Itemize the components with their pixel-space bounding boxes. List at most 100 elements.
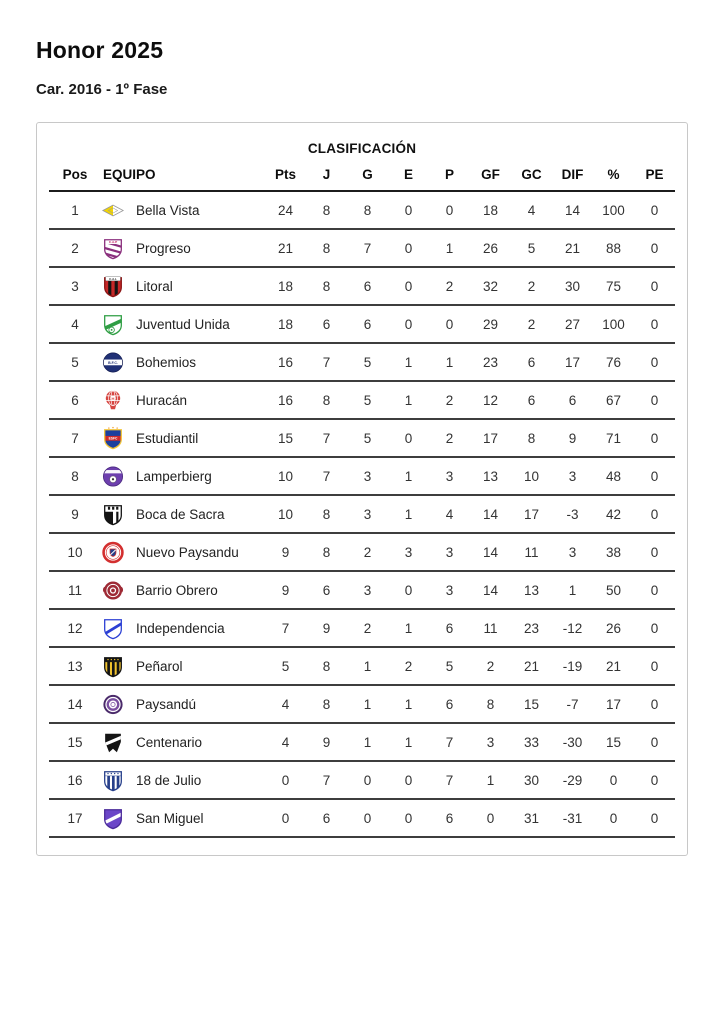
- team-cell: Paysandú: [101, 685, 265, 724]
- stat-cell-gf: 13: [470, 457, 511, 496]
- stat-cell-g: 1: [347, 723, 388, 762]
- stat-cell-g: 5: [347, 419, 388, 458]
- stat-cell-g: 5: [347, 381, 388, 420]
- stat-cell-gf: 14: [470, 571, 511, 610]
- stat-cell-pts: 0: [265, 799, 306, 838]
- stat-cell-dif: 21: [552, 229, 593, 268]
- pos-cell: 17: [49, 799, 101, 838]
- stat-cell-pct: 100: [593, 305, 634, 344]
- stat-cell-gf: 14: [470, 495, 511, 534]
- svg-text:H: H: [112, 395, 115, 400]
- stat-cell-j: 7: [306, 419, 347, 458]
- stat-cell-pct: 100: [593, 191, 634, 230]
- standings-table: Pos EQUIPO Pts J G E P GF GC DIF % PE 1: [49, 158, 675, 838]
- stat-cell-gc: 33: [511, 723, 552, 762]
- col-header-j: J: [306, 158, 347, 192]
- team-name: Lamperbierg: [136, 468, 212, 484]
- stat-cell-g: 1: [347, 647, 388, 686]
- pos-cell: 5: [49, 343, 101, 382]
- stat-cell-pct: 76: [593, 343, 634, 382]
- team-cell: 18 de Julio: [101, 761, 265, 800]
- pos-cell: 9: [49, 495, 101, 534]
- stat-cell-pts: 15: [265, 419, 306, 458]
- stat-cell-pct: 67: [593, 381, 634, 420]
- team-cell: ESFC Estudiantil: [101, 419, 265, 458]
- stat-cell-pct: 0: [593, 761, 634, 800]
- table-row: 12 Independencia 7 9 2 1 6 11 23 -12 26 …: [49, 609, 675, 648]
- stat-cell-e: 3: [388, 533, 429, 572]
- stat-cell-e: 1: [388, 495, 429, 534]
- stat-cell-dif: 17: [552, 343, 593, 382]
- nuevo-paysandu-crest-icon: [101, 540, 125, 565]
- team-name: Barrio Obrero: [136, 582, 218, 598]
- team-name: Boca de Sacra: [136, 506, 225, 522]
- juventud-unida-crest-icon: [101, 312, 125, 337]
- team-name: Bella Vista: [136, 202, 200, 218]
- independencia-crest-icon: [101, 616, 125, 641]
- stat-cell-p: 2: [429, 419, 470, 458]
- stat-cell-dif: 1: [552, 571, 593, 610]
- pos-cell: 3: [49, 267, 101, 306]
- stat-cell-pe: 0: [634, 457, 675, 496]
- stat-cell-j: 6: [306, 305, 347, 344]
- stat-cell-e: 0: [388, 191, 429, 230]
- stat-cell-pe: 0: [634, 647, 675, 686]
- stat-cell-j: 6: [306, 571, 347, 610]
- stat-cell-gc: 21: [511, 647, 552, 686]
- team-cell: Independencia: [101, 609, 265, 648]
- stat-cell-pe: 0: [634, 533, 675, 572]
- stat-cell-gc: 23: [511, 609, 552, 648]
- table-row: 1 Bella Vista 24 8 8 0 0 18 4 14 100 0: [49, 191, 675, 230]
- stat-cell-pct: 50: [593, 571, 634, 610]
- stat-cell-pe: 0: [634, 799, 675, 838]
- stat-cell-pts: 16: [265, 381, 306, 420]
- stat-cell-gc: 5: [511, 229, 552, 268]
- team-cell: H Huracán: [101, 381, 265, 420]
- stat-cell-pts: 24: [265, 191, 306, 230]
- table-row: 17 San Miguel 0 6 0 0 6 0 31 -31 0 0: [49, 799, 675, 838]
- stat-cell-p: 1: [429, 229, 470, 268]
- stat-cell-gf: 23: [470, 343, 511, 382]
- team-name: Centenario: [136, 734, 203, 750]
- huracan-crest-icon: H: [101, 388, 125, 413]
- col-header-gf: GF: [470, 158, 511, 192]
- stat-cell-gf: 29: [470, 305, 511, 344]
- stat-cell-gc: 6: [511, 343, 552, 382]
- stat-cell-pts: 10: [265, 495, 306, 534]
- stat-cell-dif: 30: [552, 267, 593, 306]
- pos-cell: 14: [49, 685, 101, 724]
- table-row: 9 Boca de Sacra 10 8 3 1 4 14 17 -3 42 0: [49, 495, 675, 534]
- stat-cell-p: 6: [429, 685, 470, 724]
- pos-cell: 11: [49, 571, 101, 610]
- pos-cell: 15: [49, 723, 101, 762]
- stat-cell-pts: 9: [265, 533, 306, 572]
- pos-cell: 6: [49, 381, 101, 420]
- stat-cell-dif: 3: [552, 533, 593, 572]
- stat-cell-gf: 12: [470, 381, 511, 420]
- stat-cell-g: 6: [347, 305, 388, 344]
- stat-cell-dif: 3: [552, 457, 593, 496]
- pos-cell: 4: [49, 305, 101, 344]
- stat-cell-pts: 21: [265, 229, 306, 268]
- stat-cell-gf: 2: [470, 647, 511, 686]
- stat-cell-e: 1: [388, 609, 429, 648]
- stat-cell-j: 6: [306, 799, 347, 838]
- estudiantil-crest-icon: ESFC: [101, 426, 125, 451]
- team-name: Juventud Unida: [136, 316, 230, 332]
- stat-cell-pe: 0: [634, 267, 675, 306]
- stat-cell-gf: 0: [470, 799, 511, 838]
- stat-cell-dif: 14: [552, 191, 593, 230]
- stat-cell-j: 7: [306, 761, 347, 800]
- table-row: 16 18 de Julio 0 7 0 0 7 1 30 -29 0 0: [49, 761, 675, 800]
- stat-cell-e: 0: [388, 229, 429, 268]
- stat-cell-pct: 17: [593, 685, 634, 724]
- bella-vista-crest-icon: [101, 198, 125, 223]
- stat-cell-g: 7: [347, 229, 388, 268]
- stat-cell-p: 3: [429, 457, 470, 496]
- stat-cell-g: 2: [347, 609, 388, 648]
- stat-cell-g: 6: [347, 267, 388, 306]
- stat-cell-gf: 17: [470, 419, 511, 458]
- stat-cell-pct: 38: [593, 533, 634, 572]
- stat-cell-pts: 5: [265, 647, 306, 686]
